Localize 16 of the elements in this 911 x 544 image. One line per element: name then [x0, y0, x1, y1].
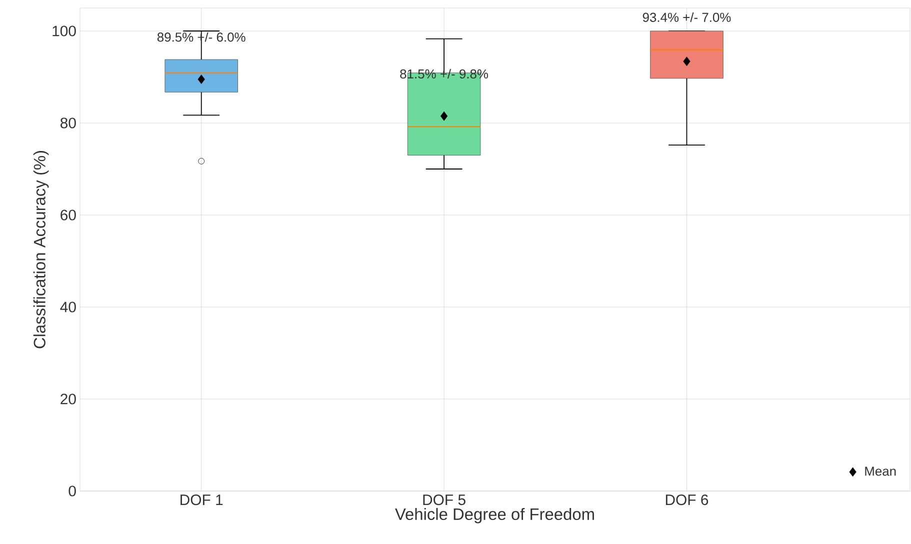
y-tick-label: 40 — [60, 302, 76, 312]
y-tick-label: 60 — [60, 210, 76, 220]
annotation: 93.4% +/- 7.0% — [642, 12, 731, 22]
y-axis-title: Classification Accuracy (%) — [33, 150, 49, 348]
y-tick-label: 100 — [52, 26, 76, 36]
y-tick-label: 0 — [68, 486, 76, 496]
legend-label: Mean — [865, 466, 896, 476]
x-tick-label: DOF 1 — [180, 494, 223, 506]
y-tick-label: 80 — [60, 118, 76, 128]
point — [683, 56, 690, 66]
point — [440, 111, 448, 121]
point — [198, 74, 205, 84]
x-axis-title: Vehicle Degree of Freedom — [395, 508, 594, 524]
x-tick-label: DOF 5 — [423, 494, 466, 506]
x-tick-label: DOF 6 — [666, 494, 708, 506]
y-tick-label: 20 — [60, 394, 76, 404]
